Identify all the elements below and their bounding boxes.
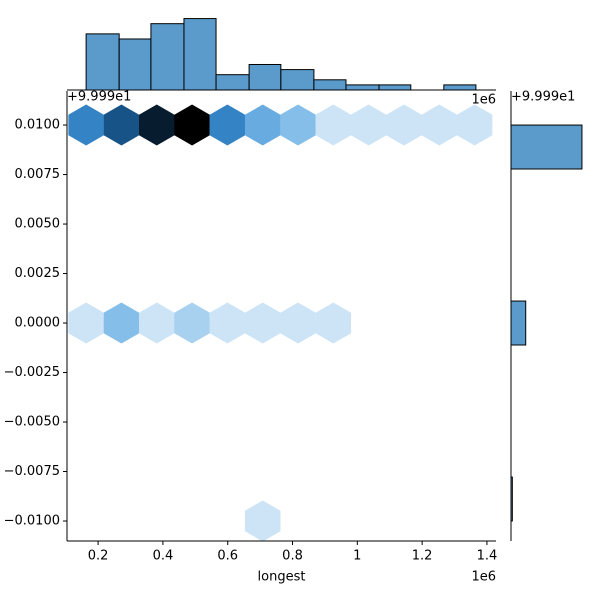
y-tick-label: 0.0075: [15, 167, 61, 182]
hexagon: [174, 302, 210, 344]
histogram-bar: [510, 300, 527, 346]
histogram-bar: [313, 79, 347, 91]
y-tick-label: −0.0050: [4, 415, 60, 430]
x-tick-label: 0.2: [88, 549, 109, 564]
y-tick-label: −0.0025: [4, 365, 60, 380]
y-tick-label: −0.0100: [4, 514, 60, 529]
x-tick-label: 1: [353, 549, 361, 564]
hexagon: [139, 104, 175, 146]
x-axis-label: longest: [258, 570, 306, 585]
histogram-bar: [510, 124, 583, 170]
histogram-bar: [215, 74, 250, 91]
hexagon: [174, 104, 210, 146]
hexagon: [68, 104, 104, 146]
y-offset-label: +9.999e1: [67, 90, 131, 105]
y-tick-label: 0.0050: [15, 217, 61, 232]
hexagon: [139, 302, 175, 344]
hexagon: [209, 104, 246, 146]
histogram-bar: [280, 69, 315, 91]
hexagon: [209, 302, 246, 344]
hexagon: [315, 302, 352, 344]
y-tick-label: 0.0000: [15, 316, 61, 331]
x-tick-label: 1.2: [412, 549, 433, 564]
hexagon: [103, 104, 140, 146]
histogram-bar: [150, 23, 185, 91]
x-tick-label: 0.4: [153, 549, 174, 564]
histogram-bar: [85, 33, 120, 91]
histogram-bar: [443, 84, 477, 91]
hexagon: [280, 104, 316, 146]
y-offset-label: +9.999e1: [511, 90, 575, 105]
x-tick-label: 0.8: [282, 549, 303, 564]
hexagon: [103, 302, 140, 344]
histogram-bar: [183, 18, 217, 91]
hexagon: [244, 104, 281, 146]
x-tick-label: 1.4: [477, 549, 498, 564]
hexagon: [386, 104, 422, 146]
y-tick-label: 0.0100: [15, 118, 61, 133]
x-offset-label: 1e6: [471, 93, 496, 108]
hexagon: [280, 302, 316, 344]
y-tick-label: 0.0025: [15, 266, 61, 281]
hexagon: [315, 104, 352, 146]
x-tick-label: 0.6: [217, 549, 238, 564]
x-offset-label: 1e6: [471, 570, 496, 585]
hexagon: [244, 500, 281, 541]
hexagon: [421, 104, 458, 146]
histogram-bar: [118, 38, 152, 91]
hexagon: [244, 302, 281, 344]
histogram-bar: [248, 63, 282, 91]
hexagon: [456, 104, 493, 146]
histogram-bar: [378, 84, 412, 91]
y-tick-label: −0.0075: [4, 464, 60, 479]
hexagon: [350, 104, 387, 146]
histogram-bar: [345, 84, 380, 91]
hexagon: [68, 302, 104, 344]
